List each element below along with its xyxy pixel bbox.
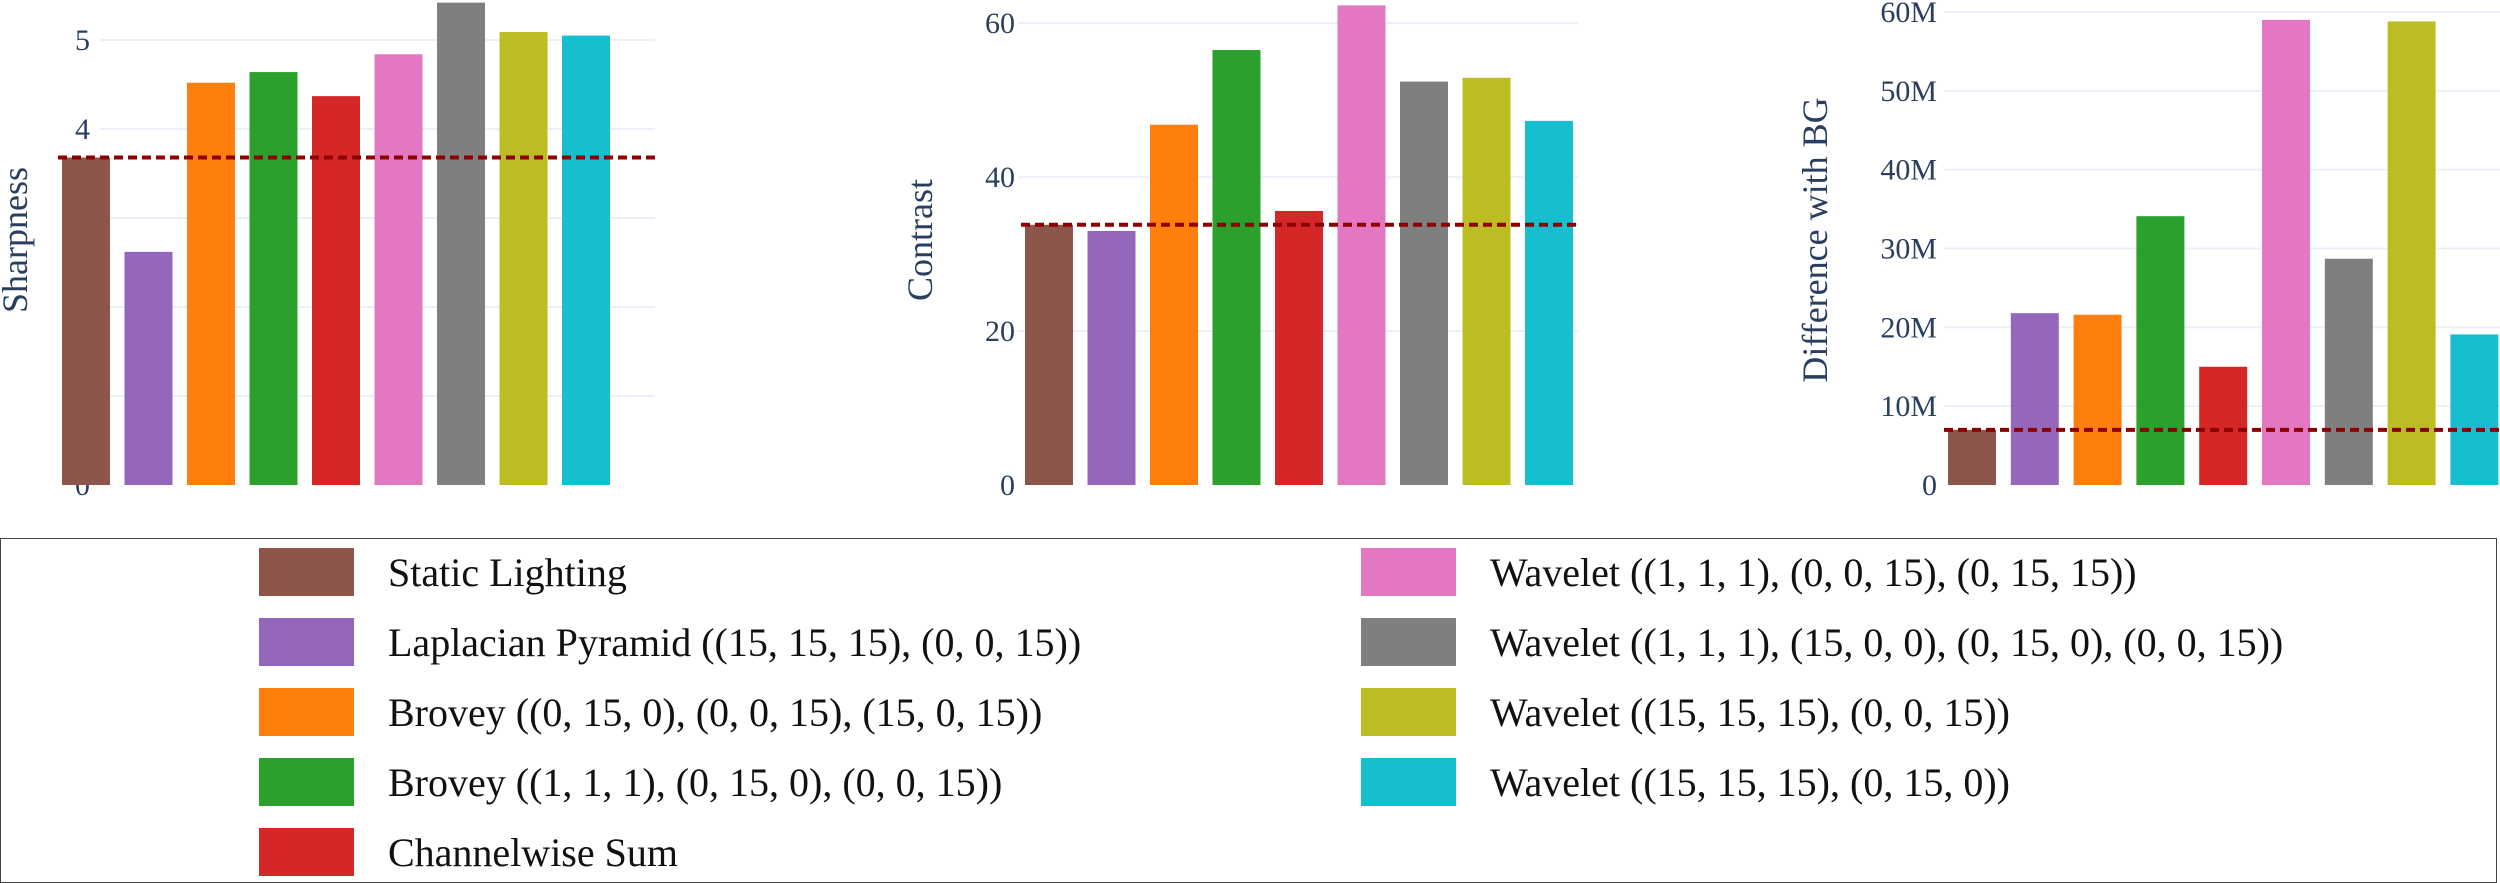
sharpness-bar-2 bbox=[124, 251, 173, 485]
legend-label: Brovey ((1, 1, 1), (0, 15, 0), (0, 0, 15… bbox=[388, 759, 1003, 805]
legend: Static Lighting Laplacian Pyramid ((15, 1… bbox=[0, 538, 2497, 883]
difference-bar-2 bbox=[2010, 313, 2059, 485]
legend-label: Brovey ((0, 15, 0), (0, 0, 15), (15, 0, … bbox=[388, 689, 1043, 735]
difference-y-tick-label: 20M bbox=[1880, 311, 1937, 344]
sharpness-bar-5 bbox=[312, 96, 360, 485]
sharpness-bar-7 bbox=[437, 2, 485, 485]
legend-swatch bbox=[259, 618, 354, 666]
contrast-bar-6 bbox=[1337, 5, 1386, 486]
legend-item[interactable]: Laplacian Pyramid ((15, 15, 15), (0, 0, … bbox=[259, 618, 1081, 666]
legend-swatch bbox=[259, 758, 354, 806]
sharpness-bar-8 bbox=[499, 32, 548, 486]
sharpness-bar-9 bbox=[562, 35, 610, 486]
difference-y-axis-title: Difference with BG bbox=[1795, 97, 1835, 382]
sharpness-y-axis-title: Sharpness bbox=[0, 167, 35, 313]
legend-item[interactable]: Wavelet ((1, 1, 1), (0, 0, 15), (0, 15, … bbox=[1361, 548, 2137, 596]
contrast-bar-7 bbox=[1400, 81, 1448, 485]
difference-chart: Difference with BG 0 10M 20M 30M 40M 50M 60M bbox=[1795, 0, 2500, 502]
contrast-bar-2 bbox=[1087, 230, 1136, 485]
sharpness-bar-3 bbox=[187, 82, 235, 485]
difference-bar-3 bbox=[2073, 314, 2122, 485]
difference-y-tick-label: 30M bbox=[1880, 233, 1937, 266]
sharpness-y-tick-label: 4 bbox=[75, 113, 90, 146]
difference-bar-4 bbox=[2136, 216, 2185, 485]
legend-item[interactable]: Wavelet ((1, 1, 1), (15, 0, 0), (0, 15, … bbox=[1361, 618, 2283, 666]
difference-bar-8 bbox=[2387, 21, 2436, 486]
difference-y-tick-label: 60M bbox=[1880, 0, 1937, 29]
difference-bar-9 bbox=[2450, 334, 2499, 485]
legend-label: Static Lighting bbox=[388, 549, 627, 595]
contrast-bar-8 bbox=[1462, 77, 1511, 485]
sharpness-chart: Sharpness 012345 bbox=[0, 2, 655, 502]
legend-swatch bbox=[1361, 758, 1456, 806]
contrast-chart: Contrast 0 20 40 60 bbox=[900, 5, 1578, 502]
contrast-bar-5 bbox=[1275, 210, 1323, 485]
contrast-bar-3 bbox=[1150, 124, 1198, 485]
difference-y-tick-label: 50M bbox=[1880, 75, 1937, 108]
sharpness-bar-1 bbox=[62, 157, 110, 485]
sharpness-bar-6 bbox=[374, 54, 423, 486]
sharpness-bar-4 bbox=[249, 72, 298, 485]
legend-label: Wavelet ((1, 1, 1), (15, 0, 0), (0, 15, … bbox=[1490, 619, 2284, 665]
legend-label: Wavelet ((1, 1, 1), (0, 0, 15), (0, 15, … bbox=[1490, 549, 2137, 595]
difference-bar-7 bbox=[2324, 258, 2373, 485]
legend-swatch bbox=[1361, 548, 1456, 596]
legend-swatch bbox=[259, 828, 354, 876]
legend-item[interactable]: Wavelet ((15, 15, 15), (0, 0, 15)) bbox=[1361, 688, 2010, 736]
legend-swatch bbox=[259, 548, 354, 596]
legend-item[interactable]: Static Lighting bbox=[259, 548, 627, 596]
contrast-y-tick-label: 20 bbox=[985, 315, 1015, 348]
legend-label: Wavelet ((15, 15, 15), (0, 15, 0)) bbox=[1490, 759, 2010, 805]
contrast-y-axis-title: Contrast bbox=[900, 179, 940, 301]
contrast-bar-1 bbox=[1025, 224, 1073, 486]
legend-label: Wavelet ((15, 15, 15), (0, 0, 15)) bbox=[1490, 689, 2010, 735]
legend-swatch bbox=[1361, 618, 1456, 666]
contrast-bar-4 bbox=[1212, 50, 1261, 486]
legend-item[interactable]: Channelwise Sum bbox=[259, 828, 678, 876]
legend-label: Channelwise Sum bbox=[388, 829, 678, 875]
contrast-y-tick-label: 40 bbox=[985, 161, 1015, 194]
contrast-y-tick-label: 60 bbox=[985, 7, 1015, 40]
legend-swatch bbox=[259, 688, 354, 736]
difference-y-tick-label: 40M bbox=[1880, 154, 1937, 187]
difference-y-tick-label: 10M bbox=[1880, 390, 1937, 423]
sharpness-y-tick-label: 5 bbox=[75, 24, 90, 57]
difference-bar-1 bbox=[1948, 429, 1996, 485]
contrast-y-tick-label: 0 bbox=[1000, 469, 1015, 502]
legend-label: Laplacian Pyramid ((15, 15, 15), (0, 0, … bbox=[388, 619, 1082, 665]
legend-item[interactable]: Wavelet ((15, 15, 15), (0, 15, 0)) bbox=[1361, 758, 2010, 806]
difference-bar-6 bbox=[2262, 19, 2310, 486]
legend-swatch bbox=[1361, 688, 1456, 736]
contrast-bar-9 bbox=[1525, 120, 1573, 485]
legend-item[interactable]: Brovey ((0, 15, 0), (0, 0, 15), (15, 0, … bbox=[259, 688, 1042, 736]
legend-item[interactable]: Brovey ((1, 1, 1), (0, 15, 0), (0, 0, 15… bbox=[259, 758, 1002, 806]
difference-y-tick-label: 0 bbox=[1922, 469, 1937, 502]
difference-bar-5 bbox=[2199, 366, 2248, 485]
